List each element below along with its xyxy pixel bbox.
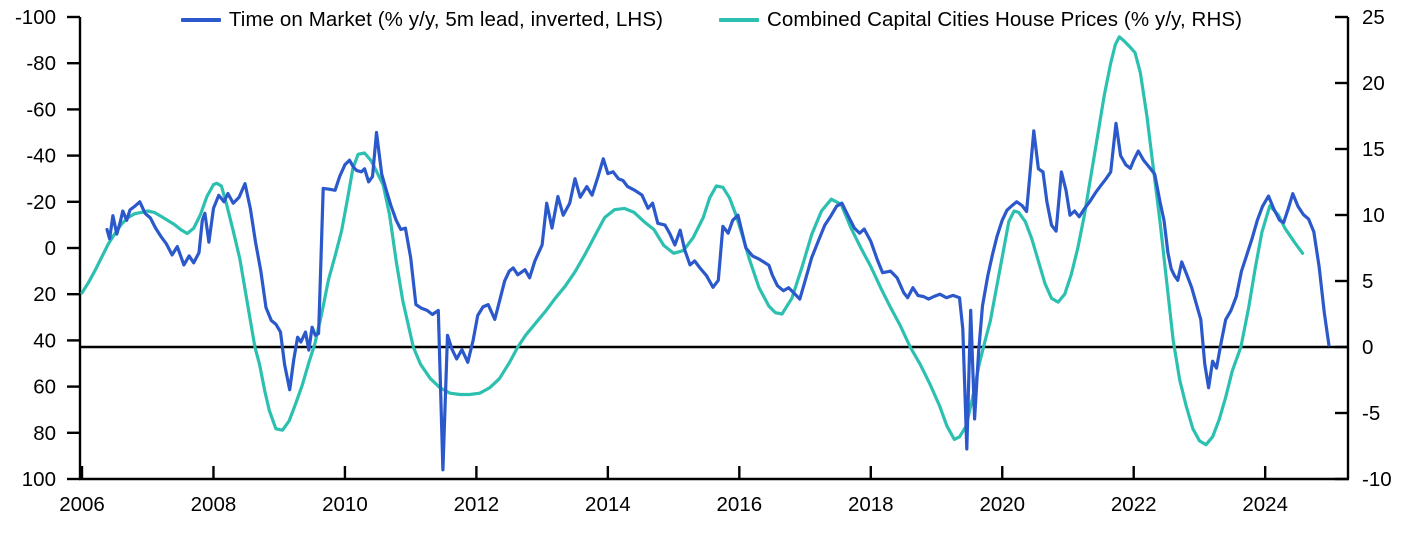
x-axis-tick-label: 2016 [717,493,763,516]
x-axis-tick-label: 2010 [322,493,368,516]
x-axis-tick-label: 2006 [59,493,105,516]
x-axis-tick-label: 2012 [454,493,500,516]
left-axis-tick-label: 80 [33,422,56,445]
left-axis-tick-label: -100 [15,6,56,29]
left-axis-tick-label: 40 [33,329,56,352]
left-axis-tick-label: 20 [33,283,56,306]
x-axis-tick-label: 2022 [1111,493,1157,516]
x-axis-tick-label: 2014 [585,493,631,516]
legend-label: Combined Capital Cities House Prices (% … [767,8,1243,31]
right-axis-tick-label: -10 [1362,468,1392,491]
x-axis-tick-label: 2018 [848,493,894,516]
legend-line-swatch-teal [719,18,760,22]
left-axis-tick-label: -80 [26,52,56,75]
right-axis-tick-label: 10 [1362,204,1385,227]
legend: Time on Market (% y/y, 5m lead, inverted… [0,8,1423,32]
left-axis-tick-label: -20 [26,191,56,214]
x-axis-tick-label: 2020 [979,493,1025,516]
series-line-time-on-market [105,121,1331,472]
right-axis-tick-label: 0 [1362,336,1373,359]
left-axis-tick-label: 60 [33,376,56,399]
right-axis-tick-label: 20 [1362,72,1385,95]
left-axis-tick-label: -40 [26,145,56,168]
right-axis-tick-label: 5 [1362,270,1373,293]
legend-line-swatch-blue [180,18,221,22]
x-axis-tick-label: 2024 [1242,493,1288,516]
right-axis-tick-label: -5 [1362,402,1380,425]
left-axis-tick-label: 0 [45,237,56,260]
legend-label: Time on Market (% y/y, 5m lead, inverted… [228,8,664,31]
right-axis-tick-label: 25 [1362,6,1385,29]
series-line-house-prices [80,35,1305,447]
right-axis-tick-label: 15 [1362,138,1385,161]
left-axis-tick-label: -60 [26,98,56,121]
legend-item-time-on-market: Time on Market (% y/y, 5m lead, inverted… [180,8,664,32]
left-axis-tick-label: 100 [22,468,56,491]
legend-item-house-prices: Combined Capital Cities House Prices (% … [719,8,1242,32]
x-axis-tick-label: 2008 [191,493,237,516]
